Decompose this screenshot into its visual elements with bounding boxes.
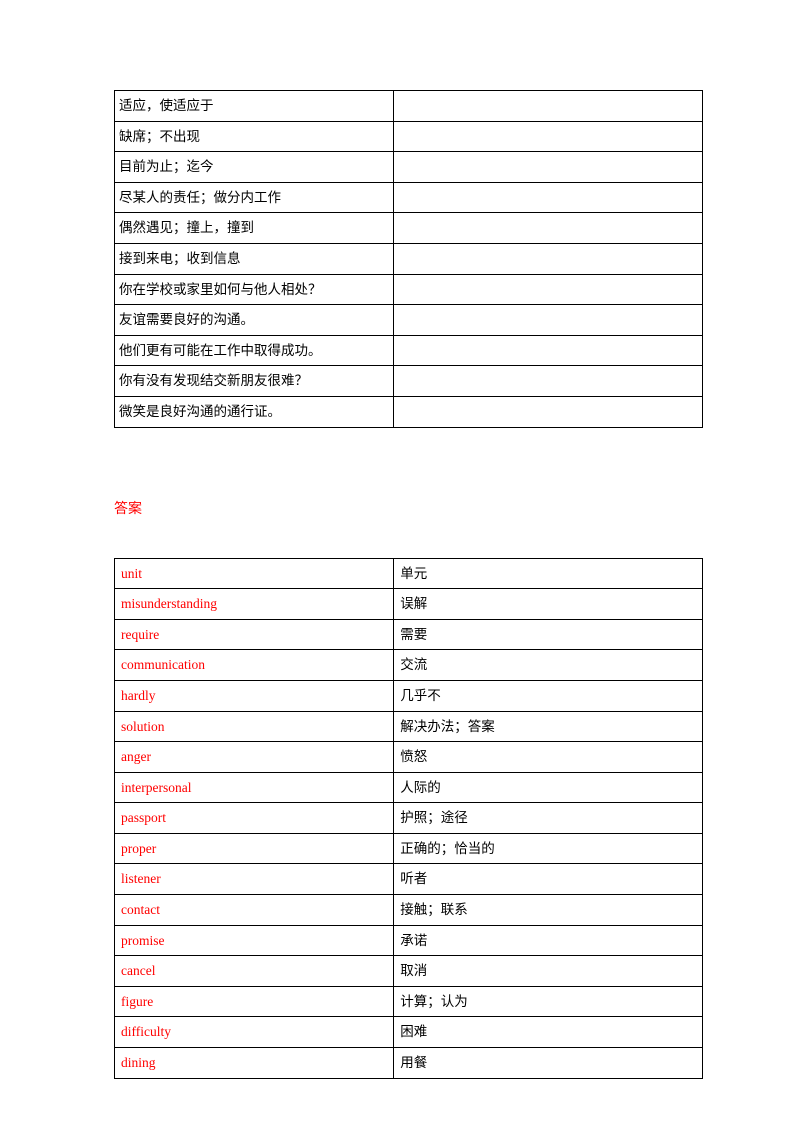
table-row: 你有没有发现结交新朋友很难？: [115, 366, 703, 397]
chinese-cell: 用餐: [394, 1048, 703, 1079]
question-cell: 友谊需要良好的沟通。: [115, 305, 394, 336]
chinese-cell: 人际的: [394, 772, 703, 803]
question-cell: 微笑是良好沟通的通行证。: [115, 396, 394, 427]
table-row: 偶然遇见；撞上，撞到: [115, 213, 703, 244]
answer-cell: [394, 152, 703, 183]
table-row: difficulty困难: [115, 1017, 703, 1048]
answer-cell: [394, 121, 703, 152]
answer-cell: [394, 274, 703, 305]
question-cell: 他们更有可能在工作中取得成功。: [115, 335, 394, 366]
table-row: proper正确的；恰当的: [115, 833, 703, 864]
answer-cell: [394, 335, 703, 366]
table-row: unit单元: [115, 558, 703, 589]
table-row: contact接触；联系: [115, 895, 703, 926]
table-row: listener听者: [115, 864, 703, 895]
chinese-cell: 取消: [394, 956, 703, 987]
chinese-cell: 误解: [394, 589, 703, 620]
chinese-cell: 计算；认为: [394, 986, 703, 1017]
english-cell: figure: [115, 986, 394, 1017]
english-cell: unit: [115, 558, 394, 589]
table-row: 你在学校或家里如何与他人相处？: [115, 274, 703, 305]
english-cell: solution: [115, 711, 394, 742]
english-cell: cancel: [115, 956, 394, 987]
table-row: misunderstanding误解: [115, 589, 703, 620]
answer-cell: [394, 396, 703, 427]
english-cell: contact: [115, 895, 394, 926]
answer-cell: [394, 243, 703, 274]
chinese-cell: 困难: [394, 1017, 703, 1048]
chinese-cell: 解决办法；答案: [394, 711, 703, 742]
table-row: 目前为止；迄今: [115, 152, 703, 183]
answer-cell: [394, 182, 703, 213]
table-row: 他们更有可能在工作中取得成功。: [115, 335, 703, 366]
table-row: communication交流: [115, 650, 703, 681]
answer-cell: [394, 366, 703, 397]
table-row: require需要: [115, 619, 703, 650]
table-row: anger愤怒: [115, 742, 703, 773]
table-row: cancel取消: [115, 956, 703, 987]
chinese-cell: 几乎不: [394, 680, 703, 711]
answer-heading: 答案: [114, 498, 703, 518]
table-row: 适应，使适应于: [115, 91, 703, 122]
answers-tbody: unit单元 misunderstanding误解 require需要 comm…: [115, 558, 703, 1078]
chinese-cell: 愤怒: [394, 742, 703, 773]
english-cell: communication: [115, 650, 394, 681]
questions-tbody: 适应，使适应于 缺席；不出现 目前为止；迄今 尽某人的责任；做分内工作 偶然遇见…: [115, 91, 703, 428]
question-cell: 缺席；不出现: [115, 121, 394, 152]
table-row: 友谊需要良好的沟通。: [115, 305, 703, 336]
english-cell: proper: [115, 833, 394, 864]
question-cell: 目前为止；迄今: [115, 152, 394, 183]
table-row: 接到来电；收到信息: [115, 243, 703, 274]
chinese-cell: 交流: [394, 650, 703, 681]
table-row: hardly几乎不: [115, 680, 703, 711]
english-cell: passport: [115, 803, 394, 834]
english-cell: difficulty: [115, 1017, 394, 1048]
english-cell: anger: [115, 742, 394, 773]
answer-cell: [394, 305, 703, 336]
question-cell: 接到来电；收到信息: [115, 243, 394, 274]
question-cell: 适应，使适应于: [115, 91, 394, 122]
answer-cell: [394, 91, 703, 122]
questions-table: 适应，使适应于 缺席；不出现 目前为止；迄今 尽某人的责任；做分内工作 偶然遇见…: [114, 90, 703, 428]
table-row: figure计算；认为: [115, 986, 703, 1017]
table-row: 尽某人的责任；做分内工作: [115, 182, 703, 213]
chinese-cell: 承诺: [394, 925, 703, 956]
table-row: interpersonal人际的: [115, 772, 703, 803]
english-cell: hardly: [115, 680, 394, 711]
table-row: passport护照；途径: [115, 803, 703, 834]
question-cell: 偶然遇见；撞上，撞到: [115, 213, 394, 244]
chinese-cell: 护照；途径: [394, 803, 703, 834]
chinese-cell: 接触；联系: [394, 895, 703, 926]
answers-table: unit单元 misunderstanding误解 require需要 comm…: [114, 558, 703, 1079]
english-cell: dining: [115, 1048, 394, 1079]
table-row: 缺席；不出现: [115, 121, 703, 152]
table-row: promise承诺: [115, 925, 703, 956]
english-cell: require: [115, 619, 394, 650]
chinese-cell: 听者: [394, 864, 703, 895]
table-row: 微笑是良好沟通的通行证。: [115, 396, 703, 427]
english-cell: listener: [115, 864, 394, 895]
table-row: dining用餐: [115, 1048, 703, 1079]
chinese-cell: 正确的；恰当的: [394, 833, 703, 864]
question-cell: 尽某人的责任；做分内工作: [115, 182, 394, 213]
english-cell: interpersonal: [115, 772, 394, 803]
chinese-cell: 单元: [394, 558, 703, 589]
table-row: solution解决办法；答案: [115, 711, 703, 742]
answer-cell: [394, 213, 703, 244]
question-cell: 你在学校或家里如何与他人相处？: [115, 274, 394, 305]
english-cell: promise: [115, 925, 394, 956]
question-cell: 你有没有发现结交新朋友很难？: [115, 366, 394, 397]
english-cell: misunderstanding: [115, 589, 394, 620]
chinese-cell: 需要: [394, 619, 703, 650]
